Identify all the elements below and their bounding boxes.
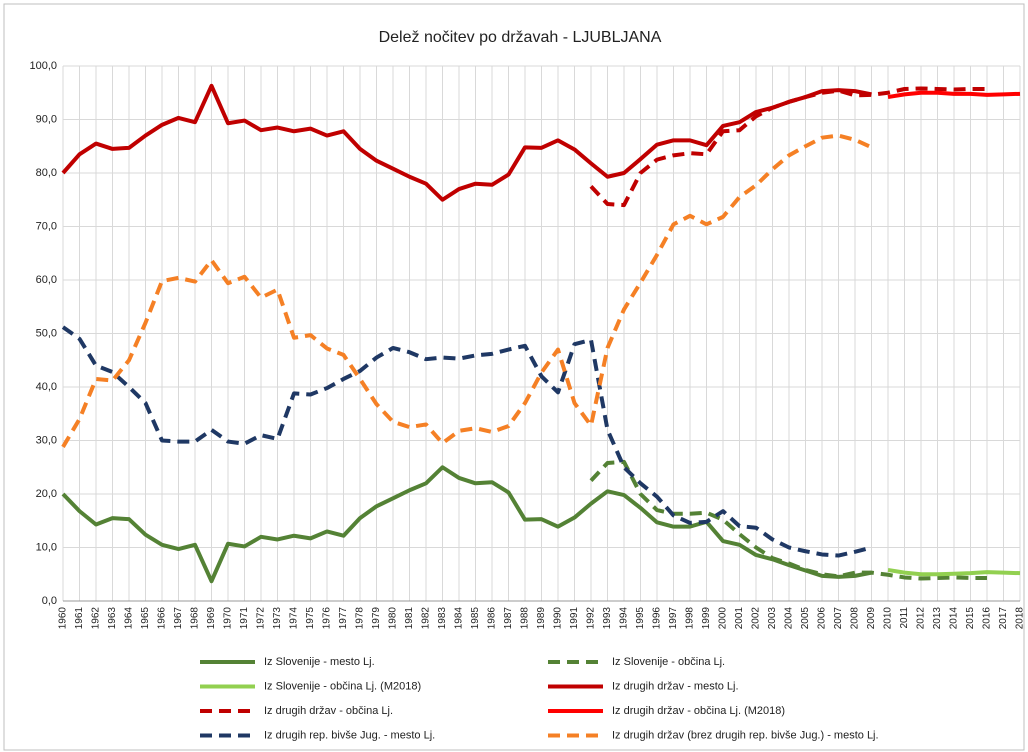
x-tick-label: 2004 — [784, 607, 795, 630]
x-tick-label: 2010 — [883, 607, 894, 630]
x-tick-label: 1994 — [619, 607, 630, 630]
x-tick-label: 1971 — [239, 607, 250, 630]
x-tick-label: 1989 — [536, 607, 547, 630]
x-tick-label: 1969 — [206, 607, 217, 630]
y-tick-label: 50,0 — [36, 327, 57, 339]
x-tick-label: 1981 — [404, 607, 415, 630]
legend-label: Iz drugih držav (brez drugih rep. bivše … — [612, 729, 879, 741]
x-tick-label: 1974 — [289, 607, 300, 630]
legend-label: Iz drugih držav - mesto Lj. — [612, 680, 739, 692]
x-tick-label: 1991 — [569, 607, 580, 630]
x-tick-label: 2012 — [916, 607, 927, 630]
x-tick-label: 1987 — [503, 607, 514, 630]
x-tick-label: 1995 — [635, 607, 646, 630]
legend-label: Iz drugih držav - občina Lj. — [264, 705, 393, 717]
series-line — [61, 465, 872, 584]
y-tick-label: 20,0 — [36, 488, 57, 500]
x-tick-label: 1985 — [470, 607, 481, 630]
series-line — [887, 90, 1021, 100]
legend-label: Iz Slovenije - občina Lj. — [612, 656, 725, 668]
series-line — [589, 459, 987, 581]
x-tick-label: 1980 — [388, 607, 399, 630]
legend-label: Iz Slovenije - mesto Lj. — [264, 656, 375, 668]
x-tick-label: 2007 — [833, 607, 844, 630]
x-tick-label: 1997 — [668, 607, 679, 630]
x-tick-label: 1979 — [371, 607, 382, 630]
x-tick-label: 2000 — [718, 607, 729, 630]
y-tick-label: 10,0 — [36, 541, 57, 553]
x-tick-label: 1968 — [190, 607, 201, 630]
x-tick-label: 1977 — [338, 607, 349, 630]
series-line — [61, 83, 872, 202]
x-tick-label: 2002 — [751, 607, 762, 630]
x-tick-label: 2013 — [932, 607, 943, 630]
y-tick-label: 60,0 — [36, 274, 57, 286]
x-tick-label: 1990 — [553, 607, 564, 630]
y-tick-label: 70,0 — [36, 220, 57, 232]
x-tick-label: 1988 — [520, 607, 531, 630]
x-tick-label: 1993 — [602, 607, 613, 630]
x-tick-label: 1978 — [355, 607, 366, 630]
legend-label: Iz drugih rep. bivše Jug. - mesto Lj. — [264, 729, 435, 741]
x-tick-label: 1998 — [685, 607, 696, 630]
x-tick-label: 1992 — [586, 607, 597, 630]
x-tick-label: 2017 — [998, 607, 1009, 630]
legend-label: Iz drugih držav - občina Lj. (M2018) — [612, 705, 785, 717]
x-tick-label: 1967 — [173, 607, 184, 630]
legend-label: Iz Slovenije - občina Lj. (M2018) — [264, 680, 421, 692]
x-tick-label: 1966 — [157, 607, 168, 630]
x-tick-label: 1970 — [223, 607, 234, 630]
y-tick-label: 100,0 — [29, 60, 57, 72]
x-tick-label: 1984 — [454, 607, 465, 630]
x-tick-label: 1963 — [107, 607, 118, 630]
x-tick-label: 2011 — [899, 607, 910, 629]
x-tick-label: 2005 — [800, 607, 811, 630]
x-tick-label: 1999 — [701, 607, 712, 630]
x-tick-label: 2009 — [866, 607, 877, 630]
y-tick-label: 40,0 — [36, 381, 57, 393]
series-line — [589, 86, 987, 208]
x-tick-label: 1983 — [437, 607, 448, 630]
x-tick-label: 2008 — [850, 607, 861, 630]
x-tick-label: 1986 — [487, 607, 498, 630]
y-tick-label: 90,0 — [36, 113, 57, 125]
x-tick-label: 2006 — [817, 607, 828, 630]
x-tick-label: 1964 — [124, 607, 135, 630]
x-tick-label: 1973 — [272, 607, 283, 630]
x-tick-label: 2003 — [767, 607, 778, 630]
x-tick-label: 1972 — [256, 607, 267, 630]
x-tick-label: 1965 — [140, 607, 151, 630]
x-tick-label: 1961 — [74, 607, 85, 630]
x-tick-label: 2018 — [1015, 607, 1026, 630]
series-line — [887, 567, 1021, 577]
chart-frame — [3, 3, 1025, 751]
chart-title: Delež nočitev po državah - LJUBLJANA — [379, 29, 662, 46]
series-line — [61, 133, 873, 448]
x-tick-label: 1976 — [322, 607, 333, 630]
x-tick-label: 1962 — [91, 607, 102, 630]
x-tick-label: 1960 — [58, 607, 69, 630]
y-tick-label: 30,0 — [36, 434, 57, 446]
x-tick-label: 2001 — [734, 607, 745, 630]
y-tick-label: 80,0 — [36, 167, 57, 179]
x-tick-label: 2015 — [965, 607, 976, 630]
x-tick-label: 2016 — [982, 607, 993, 630]
x-tick-label: 2014 — [949, 607, 960, 630]
x-tick-label: 1982 — [421, 607, 432, 630]
y-tick-label: 0,0 — [42, 595, 57, 607]
series-line — [61, 325, 873, 558]
x-tick-label: 1975 — [305, 607, 316, 630]
x-tick-label: 1996 — [652, 607, 663, 630]
